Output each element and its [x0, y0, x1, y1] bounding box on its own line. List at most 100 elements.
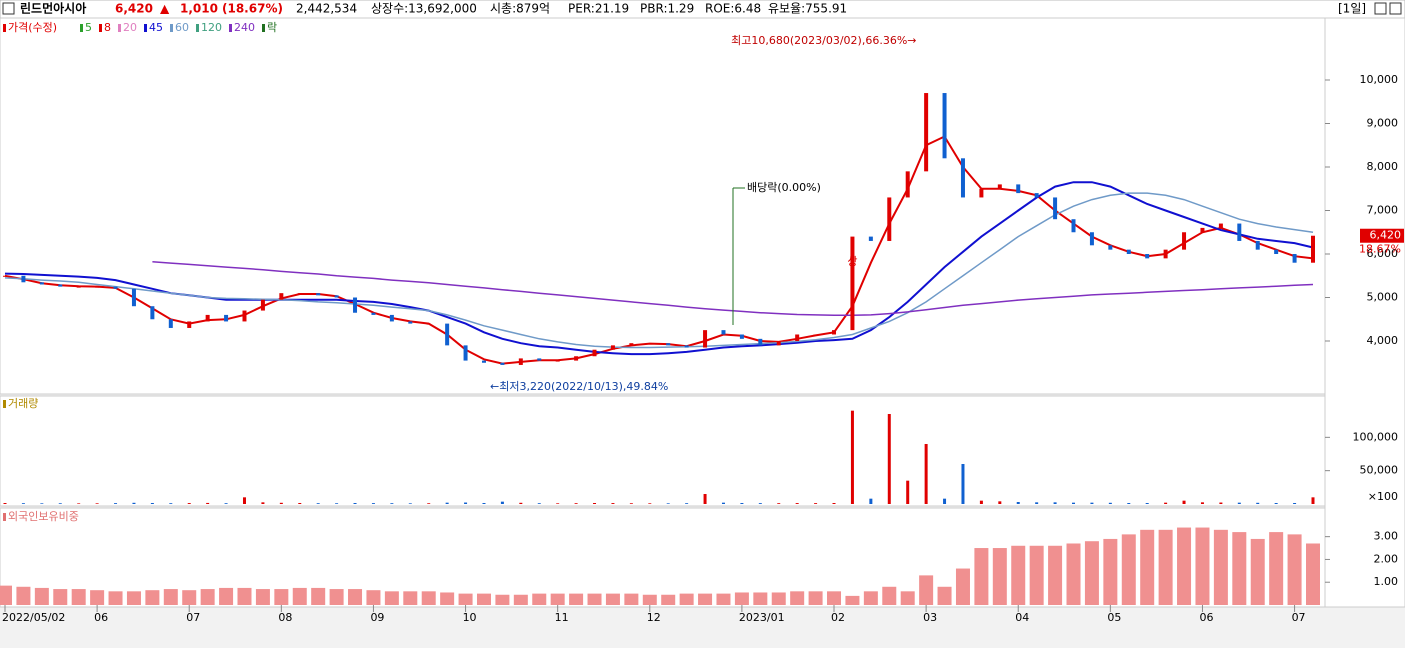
volume-bar — [224, 503, 228, 504]
x-tick-label: 02 — [831, 611, 845, 624]
candle — [1292, 254, 1297, 263]
candle — [205, 314, 210, 322]
volume-bar — [335, 503, 339, 504]
candle — [1311, 235, 1315, 263]
ownership-bar — [827, 591, 842, 605]
candle — [1182, 232, 1187, 250]
volume-bar — [3, 503, 7, 504]
volume-bar — [961, 464, 965, 504]
volume-bar — [758, 503, 762, 504]
candle — [813, 334, 818, 336]
candle — [131, 288, 136, 307]
checkbox[interactable] — [2, 2, 15, 15]
unit-label: ×100 — [1368, 490, 1398, 503]
y-tick-label: 8,000 — [1367, 160, 1399, 173]
volume-bar — [1237, 502, 1241, 504]
ownership-bar — [919, 575, 934, 605]
volume-bar — [95, 503, 99, 504]
x-tick-label: 05 — [1107, 611, 1121, 624]
candle — [1053, 197, 1058, 220]
y-tick-label: 3.00 — [1374, 530, 1399, 543]
legend-swatch — [3, 400, 6, 408]
volume-bar — [298, 503, 302, 504]
volume-bar — [666, 503, 670, 504]
volume-bar — [1016, 502, 1020, 504]
ownership-bar — [1232, 532, 1247, 605]
volume-bar — [777, 503, 781, 504]
ownership-bar — [845, 595, 860, 605]
candle — [500, 362, 505, 365]
close-button[interactable] — [1389, 2, 1402, 15]
ownership-bar — [900, 591, 915, 605]
candle — [39, 282, 44, 285]
candle — [1218, 223, 1223, 228]
candle — [1126, 249, 1131, 255]
ownership-bar — [440, 592, 455, 605]
volume-bar — [279, 502, 283, 504]
volume-bar — [427, 503, 431, 504]
candle — [408, 321, 413, 324]
volume-bar — [1145, 503, 1149, 504]
volume-bar — [648, 503, 652, 504]
legend-swatch — [170, 24, 173, 32]
maximize-button[interactable] — [1374, 2, 1387, 15]
ownership-bar — [569, 593, 584, 605]
ownership-bar — [1029, 545, 1044, 605]
candle — [426, 323, 431, 325]
candle — [647, 343, 652, 345]
candle — [224, 314, 229, 322]
x-tick-label: 04 — [1015, 611, 1029, 624]
last-price-box — [1360, 228, 1404, 243]
candle — [1089, 232, 1094, 246]
x-tick-label: 09 — [370, 611, 384, 624]
y-tick-label: 9,000 — [1367, 116, 1399, 129]
candle — [1200, 227, 1205, 233]
volume-bar — [795, 503, 799, 504]
candle — [684, 345, 689, 348]
candle — [1016, 184, 1021, 194]
volume-bar — [556, 503, 560, 504]
volume-bar — [1311, 497, 1315, 504]
ownership-bar — [771, 592, 786, 605]
candle — [242, 310, 247, 322]
ownership-bar — [532, 593, 547, 605]
candle — [334, 295, 339, 298]
ownership-bar — [955, 568, 970, 605]
candle — [445, 323, 450, 346]
candle — [58, 284, 63, 287]
volume-bar — [629, 503, 633, 504]
ownership-bar — [808, 591, 823, 605]
volume-bar — [814, 503, 818, 504]
candle — [832, 330, 837, 335]
volume-bar — [261, 502, 265, 504]
volume-bar — [464, 502, 468, 504]
annotation-dividend: 배당락(0.00%) — [747, 181, 821, 194]
legend-swatch — [99, 24, 102, 32]
volume-bar — [998, 501, 1002, 504]
ownership-bar — [0, 585, 12, 605]
volume-bar — [390, 503, 394, 504]
ownership-bar — [992, 548, 1007, 605]
ownership-bar — [698, 593, 713, 605]
price: 6,420 — [115, 2, 153, 16]
period-button[interactable]: [1일] — [1338, 2, 1366, 16]
ownership-bar — [1103, 538, 1118, 605]
candle — [703, 330, 708, 348]
ownership-bar — [513, 594, 528, 605]
candle — [279, 293, 284, 300]
x-tick-label: 10 — [463, 611, 477, 624]
listed: 상장수:13,692,000 — [371, 2, 477, 16]
ownership-bar — [1084, 541, 1099, 605]
volume-bar — [869, 498, 873, 504]
candle — [1034, 193, 1039, 198]
arrow: ▲ — [160, 2, 170, 16]
reserve: 유보율:755.91 — [768, 2, 847, 16]
candle — [776, 341, 781, 346]
ownership-bar — [716, 593, 731, 605]
candle — [758, 338, 763, 346]
ownership-bar — [476, 593, 491, 605]
y-tick-label: 10,000 — [1360, 73, 1399, 86]
legend-swatch — [144, 24, 147, 32]
volume-bar — [353, 503, 357, 504]
